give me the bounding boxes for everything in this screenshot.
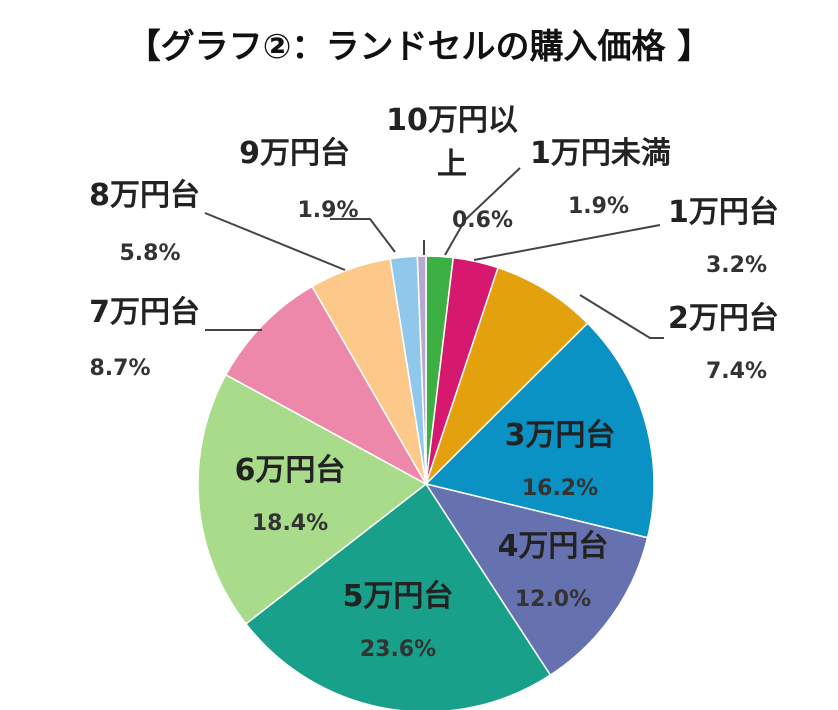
slice-percent-label: 3.2% [706,253,767,278]
slice-percent-label: 5.8% [119,241,180,266]
leader-line [204,212,346,271]
leader-line [444,167,521,256]
slice-category-label: 1万円未満 [530,136,671,171]
slice-category-label: 7万円台 [89,295,200,330]
pie-slice [425,266,589,485]
pie-slice [224,285,428,486]
slice-category-label: 4万円台 [498,529,609,564]
slice-percent-label: 23.6% [360,637,436,662]
slice-category-label: 2万円台 [668,301,779,336]
slice-percent-label: 8.7% [89,356,150,381]
slice-category-label: 8万円台 [89,178,200,213]
slice-percent-label: 0.6% [452,208,513,233]
slice-percent-label: 1.9% [297,198,358,223]
slice-percent-label: 1.9% [568,194,629,219]
chart-title: 【グラフ②：ランドセルの購入価格 】 [127,27,712,67]
pie-slice [197,373,428,625]
pie-slice [424,482,649,677]
slice-category-label: 6万円台 [235,453,346,488]
slice-labels: 1万円未満 1.9% 1万円台 3.2% 2万円台 7.4% 3万円台 16.2% 4万円台 12… [89,103,779,662]
pie-slice [416,255,427,485]
slice-category-label: 5万円台 [343,579,454,614]
slice-percent-label: 7.4% [706,359,767,384]
pie-slice [244,482,552,710]
slice-percent-label: 18.4% [252,511,328,536]
slice-category-label: 10万円以 [386,103,518,138]
leader-lines [204,167,664,339]
slice-percent-label: 12.0% [515,587,591,612]
leader-line [330,218,396,253]
pie-slice [424,322,655,539]
slice-category-label: 上 [437,147,467,182]
slice-category-label: 1万円台 [668,195,779,230]
slice-percent-label: 16.2% [522,476,598,501]
slice-category-label: 3万円台 [505,418,616,453]
pie-slices [197,255,655,710]
slice-category-label: 9万円台 [239,136,350,171]
leader-line [473,224,661,261]
leader-line [579,294,664,339]
